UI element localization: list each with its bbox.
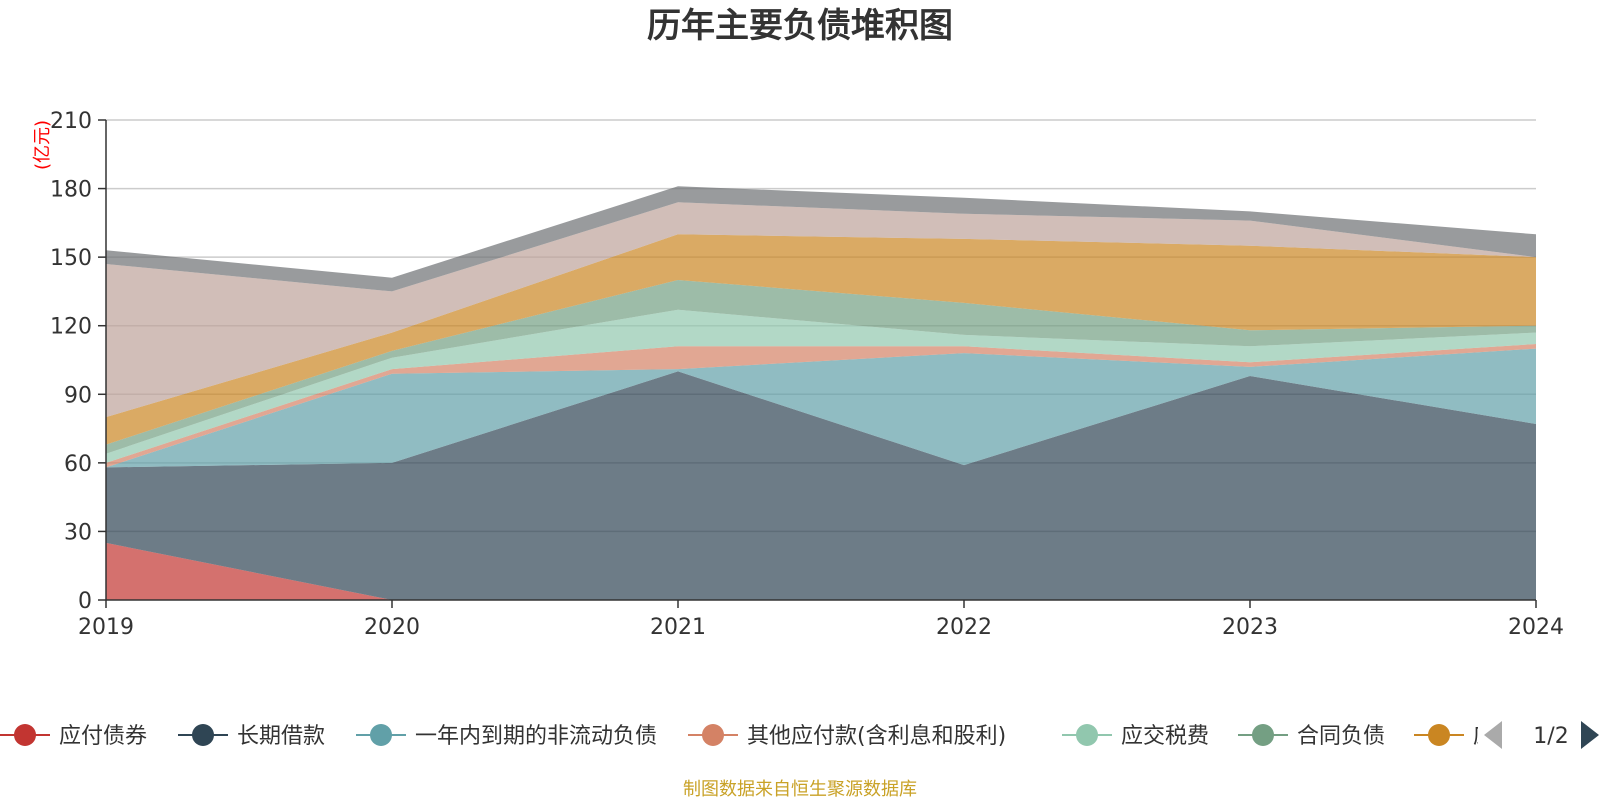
source-note: 制图数据来自恒生聚源数据库 (683, 779, 917, 800)
legend-pager: 1/2 (1484, 721, 1599, 749)
legend-marker-dot (192, 724, 214, 746)
y-tick-label: 90 (64, 383, 92, 408)
series-area-5 (106, 280, 1536, 454)
series-area-0 (106, 542, 1536, 600)
series-area-7 (106, 202, 1536, 418)
series-area-6 (106, 234, 1536, 445)
legend-marker-dot (1252, 724, 1274, 746)
series-areas (106, 186, 1536, 600)
y-tick-label: 150 (50, 246, 92, 271)
y-tick-label: 120 (50, 315, 92, 340)
series-area-4 (106, 309, 1536, 463)
legend-label[interactable]: 合同负债 (1297, 724, 1385, 749)
series-area-8 (106, 186, 1536, 292)
series-area-2 (106, 348, 1536, 468)
x-tick-label: 2021 (650, 615, 706, 640)
legend-label[interactable]: 应付债券 (59, 724, 147, 749)
y-tick-label: 210 (50, 109, 92, 134)
y-tick-label: 180 (50, 178, 92, 203)
legend-marker-dot (702, 724, 724, 746)
x-tick-label: 2023 (1222, 615, 1278, 640)
x-tick-label: 2022 (936, 615, 992, 640)
y-tick-label: 30 (64, 520, 92, 545)
legend-label[interactable]: 应付账款 (1473, 724, 1561, 749)
legend-page-indicator: 1/2 (1533, 724, 1568, 749)
chart-title: 历年主要负债堆积图 (647, 6, 953, 46)
axes: 0 30 60 90 120 150 180 210 2019 2020 2021 2022 2023 2… (50, 109, 1564, 640)
legend-marker-dot (370, 724, 392, 746)
y-tick-label: 60 (64, 452, 92, 477)
x-tick-label: 2019 (78, 615, 134, 640)
legend: 应付债券 长期借款 一年内到期的非流动负债 其他应付款(含利息和股利) 应交税费 合同负债… (0, 724, 1561, 749)
x-tick-label: 2024 (1508, 615, 1564, 640)
series-area-1 (106, 371, 1536, 600)
y-tick-label: 0 (78, 589, 92, 614)
x-tick-label: 2020 (364, 615, 420, 640)
legend-label[interactable]: 其他应付款(含利息和股利) (747, 724, 1006, 749)
legend-items: 应付债券 长期借款 一年内到期的非流动负债 其他应付款(含利息和股利) 应交税费 合同负债… (0, 724, 1561, 749)
legend-marker-dot (1428, 724, 1450, 746)
legend-marker-dot (1076, 724, 1098, 746)
y-axis-unit: (亿元) (32, 120, 53, 170)
legend-next-icon[interactable] (1581, 721, 1599, 749)
legend-marker-dot (14, 724, 36, 746)
legend-label[interactable]: 一年内到期的非流动负债 (415, 724, 657, 749)
series-area-3 (106, 344, 1536, 468)
legend-label[interactable]: 应交税费 (1121, 724, 1209, 749)
legend-prev-icon[interactable] (1484, 721, 1502, 749)
legend-label[interactable]: 长期借款 (237, 724, 325, 749)
